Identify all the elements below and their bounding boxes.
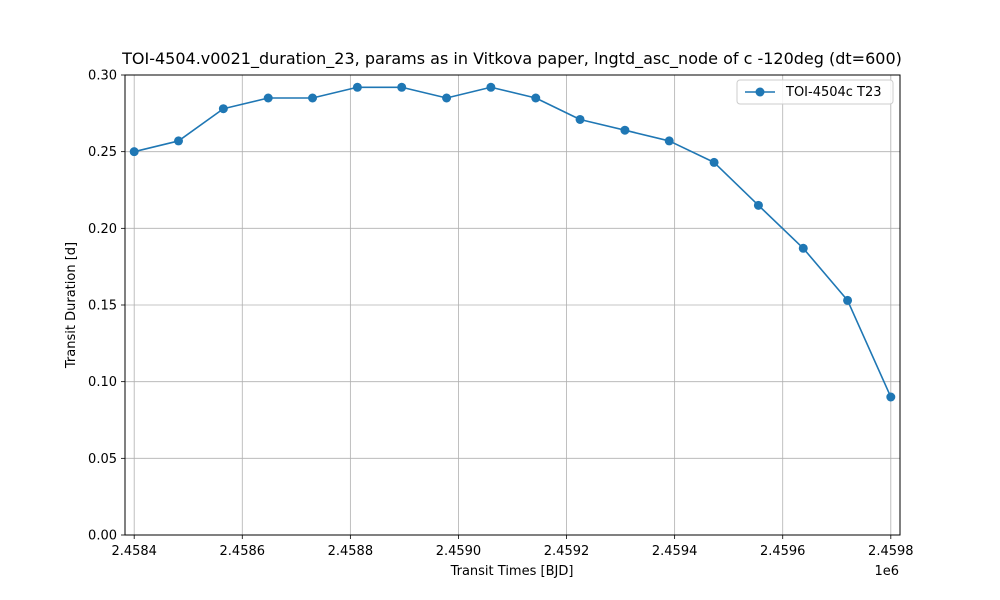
x-tick-label: 2.4584 — [111, 544, 157, 559]
data-point — [352, 82, 362, 92]
x-tick-label: 2.4588 — [328, 544, 374, 559]
x-tick-label: 2.4592 — [544, 544, 590, 559]
y-tick-label: 0.00 — [88, 529, 117, 544]
data-point — [886, 392, 896, 402]
data-point — [397, 82, 407, 92]
data-point — [129, 147, 139, 157]
y-tick-label: 0.10 — [88, 375, 117, 390]
x-tick-label: 2.4598 — [868, 544, 914, 559]
y-tick-label: 0.30 — [88, 69, 117, 84]
x-axis-label: Transit Times [BJD] — [450, 564, 574, 579]
series-line — [134, 86, 892, 398]
series-layer — [129, 82, 896, 402]
y-tick-label: 0.05 — [88, 452, 117, 467]
data-point — [843, 295, 853, 305]
data-point — [531, 93, 541, 103]
data-point — [575, 114, 585, 124]
data-point — [263, 93, 273, 103]
legend-marker — [755, 87, 765, 97]
chart-title: TOI-4504.v0021_duration_23, params as in… — [121, 49, 902, 69]
x-tick-label: 2.4596 — [760, 544, 806, 559]
x-tick-label: 2.4586 — [220, 544, 266, 559]
legend-box — [736, 79, 894, 105]
data-point — [753, 200, 763, 210]
data-point — [308, 93, 318, 103]
data-point — [798, 243, 808, 253]
x-tick-label: 2.4590 — [436, 544, 482, 559]
y-tick-label: 0.15 — [88, 299, 117, 314]
y-tick-label: 0.20 — [88, 222, 117, 237]
legend: TOI-4504c T23 — [736, 79, 894, 105]
data-point — [664, 136, 674, 146]
data-point — [218, 104, 228, 114]
ticks: 2.4584 2.4586 2.4588 2.4590 2.4592 2.4594 2.45… — [88, 69, 914, 560]
y-axis-label: Transit Duration [d] — [64, 242, 79, 369]
x-offset-label: 1e6 — [874, 564, 899, 579]
data-point — [442, 93, 452, 103]
data-point — [174, 136, 184, 146]
data-point — [709, 157, 719, 167]
data-point — [486, 82, 496, 92]
legend-label: TOI-4504c T23 — [785, 85, 882, 100]
y-tick-label: 0.25 — [88, 145, 117, 160]
x-tick-label: 2.4594 — [652, 544, 698, 559]
data-point — [620, 125, 630, 135]
